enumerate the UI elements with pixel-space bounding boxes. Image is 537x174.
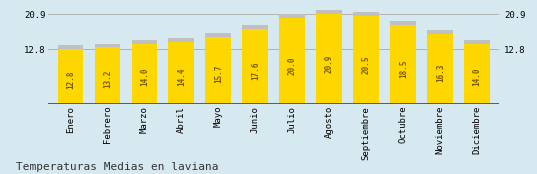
Bar xyxy=(206,33,231,104)
Bar xyxy=(242,29,268,104)
Bar xyxy=(353,12,379,104)
Text: 20.0: 20.0 xyxy=(288,56,297,75)
Bar xyxy=(132,40,157,104)
Bar xyxy=(316,14,342,104)
Bar xyxy=(353,16,379,104)
Text: 20.5: 20.5 xyxy=(362,55,371,74)
Bar xyxy=(242,25,268,104)
Bar xyxy=(132,44,157,104)
Text: 17.6: 17.6 xyxy=(251,61,260,80)
Bar xyxy=(279,18,306,104)
Bar xyxy=(427,30,453,104)
Text: Temperaturas Medias en laviana: Temperaturas Medias en laviana xyxy=(16,162,219,172)
Text: 15.7: 15.7 xyxy=(214,65,223,83)
Text: 14.4: 14.4 xyxy=(177,67,186,86)
Bar xyxy=(279,14,306,104)
Bar xyxy=(95,44,120,104)
Bar xyxy=(169,38,194,104)
Text: 20.9: 20.9 xyxy=(325,55,334,73)
Bar xyxy=(427,34,453,104)
Bar xyxy=(316,10,342,104)
Bar xyxy=(206,37,231,104)
Text: 13.2: 13.2 xyxy=(103,70,112,88)
Bar xyxy=(465,40,490,104)
Bar xyxy=(169,42,194,104)
Text: 12.8: 12.8 xyxy=(66,70,75,89)
Text: 14.0: 14.0 xyxy=(473,68,482,86)
Bar xyxy=(57,45,83,104)
Bar xyxy=(390,25,416,104)
Bar xyxy=(57,49,83,104)
Bar xyxy=(465,44,490,104)
Text: 16.3: 16.3 xyxy=(436,64,445,82)
Text: 18.5: 18.5 xyxy=(399,59,408,78)
Bar xyxy=(95,48,120,104)
Bar xyxy=(390,21,416,104)
Text: 14.0: 14.0 xyxy=(140,68,149,86)
